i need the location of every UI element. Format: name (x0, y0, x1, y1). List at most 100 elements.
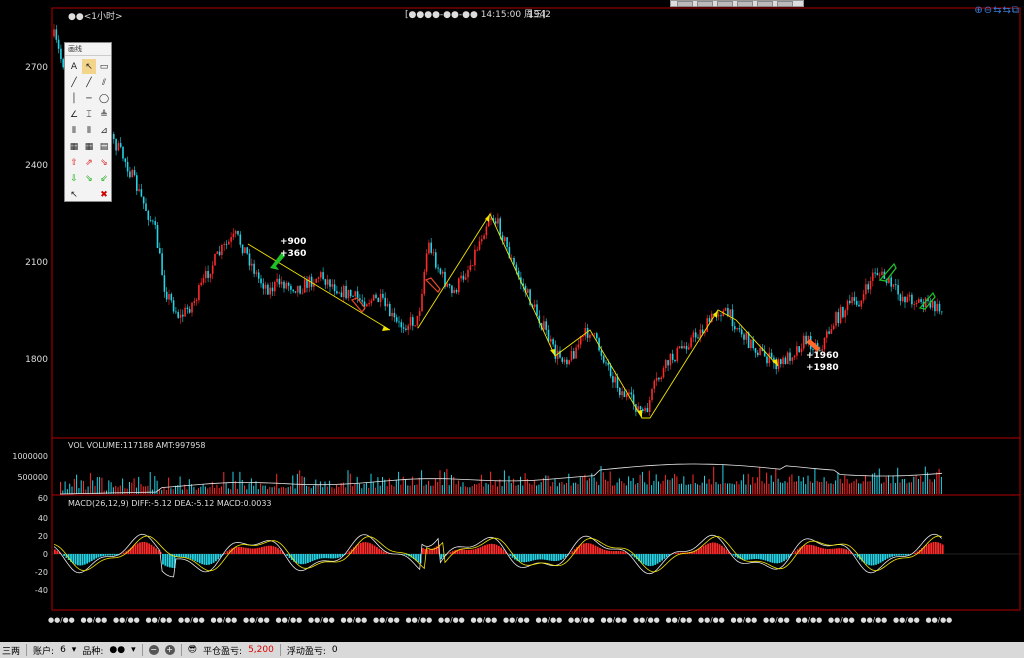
macd-bar (500, 547, 502, 554)
drawing-tool[interactable]: ⇙ (100, 173, 108, 184)
candle-body (469, 265, 472, 271)
drawing-tool[interactable]: ─ (86, 93, 92, 104)
candle-body (182, 314, 184, 317)
candle-body (446, 283, 449, 287)
candle-body (340, 292, 343, 298)
drawing-toolbox[interactable]: 画线 A ↖ ▭ ╱ ╱ ⫽ │ ─ ◯ ∠ ⌶ ≜ ⦀ ⦀ ⊿ ▦ ▦ ▤ ⇧ ⇗ ⇘ ⇩ ⇘ ⇙ ↖ ✖ (64, 42, 112, 202)
macd-bar (534, 554, 537, 560)
macd-bar (277, 548, 279, 554)
toolbar-button[interactable] (717, 0, 733, 7)
candle-body (260, 278, 262, 284)
drawing-tool[interactable]: ⇩ (70, 173, 78, 184)
drawing-tool[interactable]: ↖ (70, 189, 78, 200)
macd-bar (762, 554, 765, 560)
drawing-tool[interactable]: A (70, 61, 78, 72)
drawing-tool[interactable]: ∠ (69, 109, 79, 120)
drawing-tool[interactable]: ▭ (99, 61, 109, 72)
macd-bar (868, 554, 870, 566)
candle-body (60, 48, 62, 60)
candle-body (276, 278, 278, 283)
volume-bar (729, 483, 731, 494)
minus-icon[interactable]: − (148, 645, 159, 655)
drawing-tool[interactable]: ≜ (100, 109, 108, 120)
toolbar-button[interactable] (777, 0, 793, 7)
time-label: ●●/●● (861, 616, 888, 624)
sunglasses-icon[interactable]: 😎 (187, 645, 198, 655)
volume-bar (913, 476, 915, 494)
drawing-tool[interactable]: │ (71, 93, 77, 104)
zoom-controls[interactable]: ⊕⊖⇆⇆⧉ (974, 5, 1020, 16)
volume-bar (147, 485, 149, 494)
volume-bar (524, 473, 526, 494)
period-label[interactable]: ●●<1小时> (68, 10, 123, 22)
drawing-tool[interactable]: ⌶ (86, 109, 92, 120)
macd-bar (576, 547, 578, 554)
drawing-tool[interactable]: ⫽ (101, 77, 106, 88)
macd-bar (265, 546, 268, 554)
drawing-tool[interactable]: ╱ (86, 77, 92, 88)
drawing-tool[interactable]: ⊿ (100, 125, 108, 136)
volume-bar (828, 483, 830, 494)
toolbar-button[interactable] (697, 0, 713, 7)
toolbar-button[interactable] (677, 0, 693, 7)
macd-bar (54, 549, 56, 554)
volume-bar (195, 489, 197, 494)
drawing-tool[interactable]: ▦ (69, 141, 79, 152)
macd-bar (263, 546, 266, 554)
volume-bar (789, 476, 791, 494)
drawing-tool[interactable]: ↖ (82, 59, 96, 74)
candle-body (280, 281, 283, 285)
drawing-tool[interactable]: ⇘ (100, 157, 108, 168)
chevron-down-icon[interactable]: ▾ (71, 645, 77, 655)
macd-bar (412, 554, 415, 559)
volume-bar (280, 487, 282, 494)
candle-body (324, 279, 327, 285)
macd-bar (658, 554, 661, 563)
drawing-tool[interactable]: ✖ (100, 189, 108, 200)
drawing-tool[interactable] (82, 187, 96, 202)
volume-bar (308, 486, 310, 494)
volume-bar (756, 477, 758, 494)
toolbar-button[interactable] (737, 0, 753, 7)
macd-bar (525, 554, 528, 563)
drawing-tool[interactable]: ╱ (71, 77, 77, 88)
account-select[interactable]: 6 (60, 645, 66, 655)
candle-body (711, 313, 713, 322)
drawing-tool[interactable]: ◯ (98, 93, 110, 104)
macd-bar (113, 554, 116, 556)
candle-body (218, 251, 221, 256)
top-toolbar (670, 0, 804, 7)
candle-body (759, 347, 761, 356)
macd-bar (472, 549, 475, 554)
candle-body (301, 292, 304, 294)
chevron-down-icon[interactable]: ▾ (131, 645, 136, 655)
candle-body (821, 349, 823, 351)
time-label: ●●/●● (503, 616, 530, 624)
toolbar-button[interactable] (757, 0, 773, 7)
candle-body (607, 362, 610, 366)
candle-body (175, 311, 177, 313)
drawing-tool[interactable]: ⇗ (85, 157, 93, 168)
volume-bar (216, 484, 218, 494)
macd-bar (187, 554, 190, 559)
candle-body (876, 272, 879, 276)
volume-bar (430, 485, 432, 494)
stock-chart-canvas[interactable]: ●●<1小时> [●●●●-●●-●● 14:15:00 周三] 1942 27… (0, 0, 1024, 640)
macd-tick: 0 (43, 550, 48, 559)
candle-body (379, 293, 382, 302)
drawing-tool[interactable]: ⇘ (85, 173, 93, 184)
candle-body (412, 317, 414, 326)
drawing-tool[interactable]: ⦀ (72, 125, 76, 136)
candle-body (428, 242, 430, 254)
trend-line[interactable] (247, 243, 391, 331)
drawing-tool[interactable]: ⦀ (87, 125, 91, 136)
drawing-tool[interactable]: ⇧ (70, 157, 78, 168)
candle-body (630, 392, 633, 395)
macd-bar (865, 554, 868, 565)
drawing-tool[interactable]: ▦ (84, 141, 94, 152)
product-select[interactable]: ●● (109, 645, 126, 655)
plus-icon[interactable]: + (164, 645, 175, 655)
macd-bar (652, 554, 654, 566)
drawing-tool[interactable]: ▤ (99, 141, 109, 152)
volume-bar (66, 489, 68, 494)
